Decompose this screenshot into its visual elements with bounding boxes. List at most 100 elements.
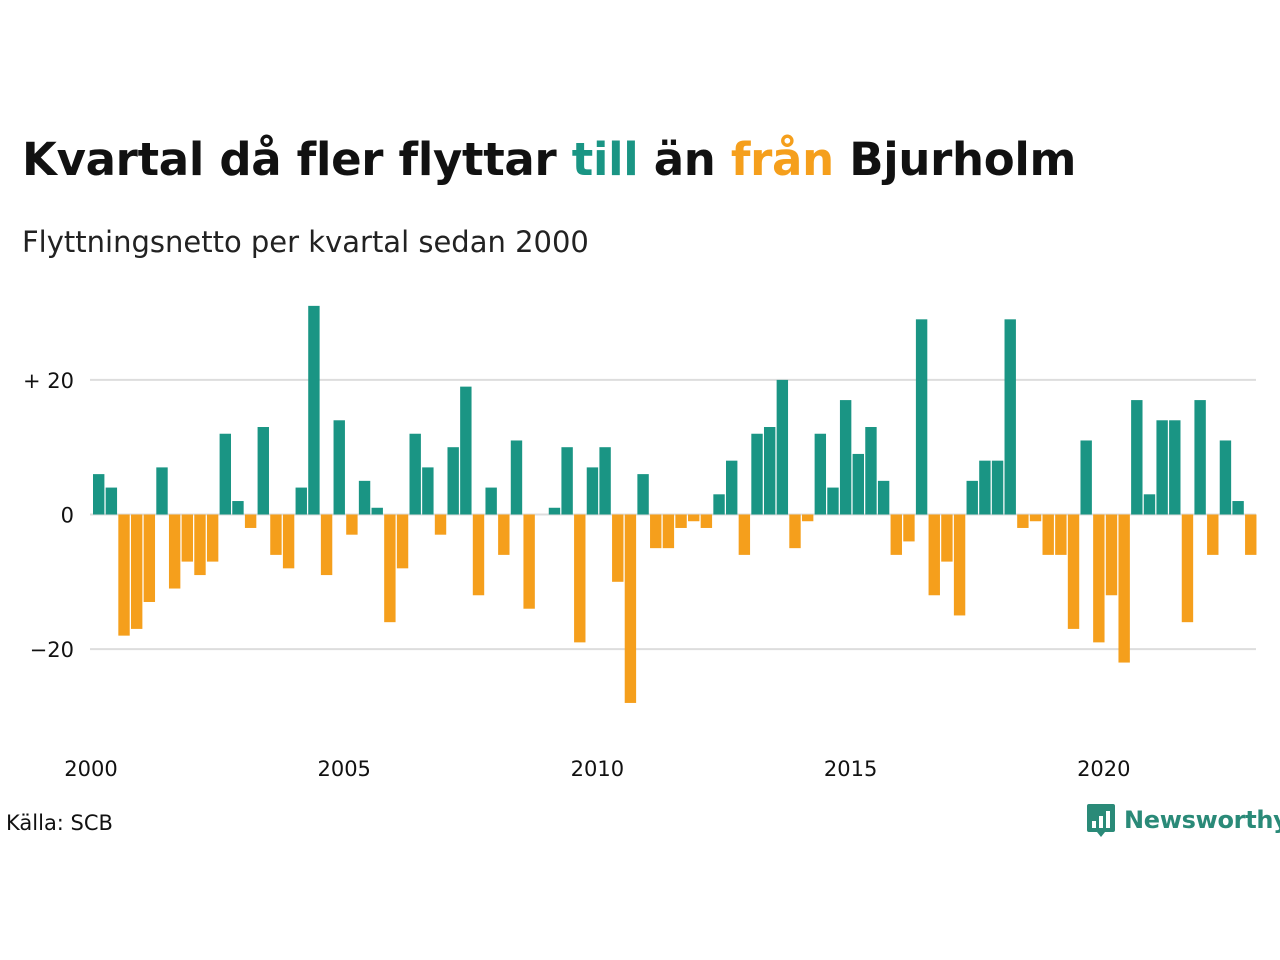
bar-negative bbox=[206, 514, 219, 562]
bar-positive bbox=[776, 379, 789, 515]
bar-positive bbox=[232, 501, 244, 515]
bar-negative bbox=[434, 514, 447, 535]
bar-negative bbox=[612, 514, 624, 582]
bar-negative bbox=[738, 514, 751, 555]
bar-positive bbox=[915, 319, 928, 515]
bar-negative bbox=[903, 514, 915, 542]
bar-positive bbox=[548, 507, 561, 515]
bar-positive bbox=[966, 480, 978, 515]
bar-negative bbox=[194, 514, 206, 576]
bar-negative bbox=[346, 514, 358, 535]
bar-positive bbox=[991, 460, 1004, 515]
bar-negative bbox=[1093, 514, 1105, 643]
bar-positive bbox=[447, 447, 459, 515]
bar-positive bbox=[763, 427, 776, 515]
bar-negative bbox=[118, 514, 130, 636]
bar-positive bbox=[865, 427, 877, 515]
title-fran: från bbox=[730, 133, 834, 186]
bar-positive bbox=[979, 460, 991, 515]
x-tick-label: 2005 bbox=[317, 757, 370, 781]
title-part-1: Kvartal då fler flyttar bbox=[22, 133, 572, 186]
bar-positive bbox=[1156, 420, 1168, 515]
bar-positive bbox=[105, 487, 118, 515]
title-part-3: Bjurholm bbox=[833, 133, 1077, 186]
bar-positive bbox=[422, 467, 434, 515]
y-tick-label: 0 bbox=[61, 504, 74, 528]
bar-negative bbox=[624, 514, 637, 703]
title-part-2: än bbox=[638, 133, 731, 186]
bar-negative bbox=[1042, 514, 1054, 555]
y-tick-label: −20 bbox=[30, 638, 74, 662]
bar-positive bbox=[1143, 494, 1156, 515]
bar-negative bbox=[282, 514, 295, 569]
bar-negative bbox=[700, 514, 713, 528]
bar-negative bbox=[1067, 514, 1080, 629]
bar-negative bbox=[675, 514, 687, 528]
bar-positive bbox=[839, 400, 852, 515]
bar-negative bbox=[662, 514, 675, 549]
bar-negative bbox=[1055, 514, 1067, 555]
bar-negative bbox=[1017, 514, 1029, 528]
bar-negative bbox=[1029, 514, 1042, 522]
bar-positive bbox=[1004, 319, 1016, 515]
bar-negative bbox=[688, 514, 700, 522]
bar-negative bbox=[1245, 514, 1257, 555]
x-tick-label: 2015 bbox=[824, 757, 877, 781]
bar-negative bbox=[143, 514, 156, 602]
bar-negative bbox=[168, 514, 181, 589]
bar-negative bbox=[650, 514, 662, 549]
bar-positive bbox=[599, 447, 611, 515]
bar-positive bbox=[1219, 440, 1232, 515]
bar-positive bbox=[814, 433, 827, 515]
bar-negative bbox=[801, 514, 814, 522]
bar-negative bbox=[181, 514, 194, 562]
newsworthy-brand: Newsworthy bbox=[1086, 802, 1280, 838]
bar-positive bbox=[726, 460, 738, 515]
y-tick-label: + 20 bbox=[23, 369, 74, 393]
net-migration-bar-chart: + 20 0 −20 2000 2005 2010 2015 2020 bbox=[23, 305, 1257, 781]
bar-positive bbox=[308, 305, 320, 515]
bar-positive bbox=[156, 467, 168, 515]
bar-positive bbox=[713, 494, 725, 515]
source-note: Källa: SCB bbox=[6, 811, 113, 835]
bar-negative bbox=[1105, 514, 1118, 596]
bar-negative bbox=[396, 514, 409, 569]
bar-negative bbox=[523, 514, 535, 609]
bar-positive bbox=[333, 420, 345, 515]
bar-negative bbox=[941, 514, 953, 562]
bar-positive bbox=[637, 474, 649, 515]
bar-negative bbox=[270, 514, 282, 555]
bar-positive bbox=[371, 507, 383, 515]
bar-positive bbox=[877, 480, 890, 515]
bar-positive bbox=[510, 440, 523, 515]
bar-positive bbox=[1194, 400, 1206, 515]
bar-positive bbox=[460, 386, 472, 515]
bar-negative bbox=[789, 514, 801, 549]
bar-negative bbox=[890, 514, 902, 555]
x-tick-label: 2020 bbox=[1077, 757, 1130, 781]
newsworthy-logo-icon bbox=[1087, 804, 1115, 837]
bar-positive bbox=[751, 433, 763, 515]
bar-positive bbox=[586, 467, 599, 515]
bar-positive bbox=[409, 433, 421, 515]
bar-negative bbox=[384, 514, 396, 623]
chart-subtitle: Flyttningsnetto per kvartal sedan 2000 bbox=[22, 225, 589, 259]
bar-positive bbox=[358, 480, 371, 515]
bar-negative bbox=[953, 514, 966, 616]
bar-negative bbox=[1118, 514, 1130, 663]
bar-positive bbox=[257, 427, 269, 515]
bar-positive bbox=[827, 487, 839, 515]
bar-positive bbox=[219, 433, 231, 515]
bar-negative bbox=[498, 514, 510, 555]
bar-negative bbox=[130, 514, 143, 629]
bar-positive bbox=[1169, 420, 1181, 515]
bar-negative bbox=[1181, 514, 1194, 623]
bar-positive bbox=[561, 447, 573, 515]
bar-positive bbox=[852, 453, 864, 515]
x-tick-label: 2000 bbox=[64, 757, 117, 781]
bar-negative bbox=[928, 514, 940, 596]
bar-negative bbox=[1207, 514, 1219, 555]
bar-positive bbox=[485, 487, 497, 515]
bar-negative bbox=[244, 514, 257, 528]
bar-positive bbox=[1232, 501, 1244, 515]
